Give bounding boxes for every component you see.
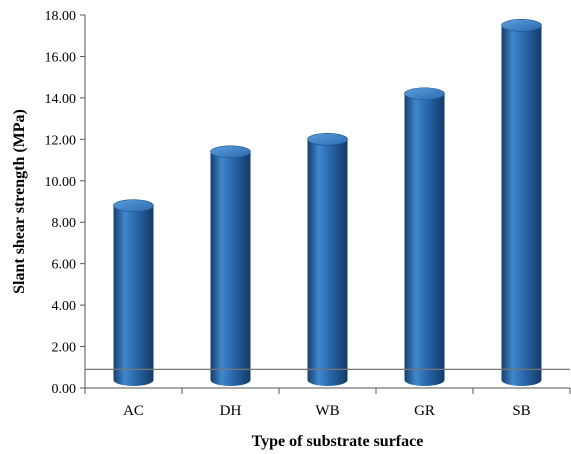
y-tick-label: 10.00 bbox=[45, 175, 77, 190]
y-tick-label: 0.00 bbox=[52, 382, 77, 397]
y-tick-label: 18.00 bbox=[45, 9, 77, 24]
x-tick-label: DH bbox=[220, 403, 242, 419]
bar-cap bbox=[501, 19, 542, 32]
bar-wb bbox=[307, 133, 348, 386]
bar-sb bbox=[501, 19, 542, 386]
x-axis: AC DH WB GR SB bbox=[84, 387, 571, 419]
bar-body bbox=[113, 205, 154, 386]
y-tick-label: 6.00 bbox=[52, 258, 77, 273]
y-tick-label: 14.00 bbox=[45, 92, 77, 107]
y-tick-label: 12.00 bbox=[45, 133, 77, 148]
y-tick-label: 16.00 bbox=[45, 50, 77, 65]
bar-body bbox=[210, 151, 251, 386]
x-tick-label: GR bbox=[414, 403, 435, 419]
bar-body bbox=[404, 93, 445, 386]
bars bbox=[113, 19, 542, 386]
bar-cap bbox=[307, 133, 348, 146]
bar-ac bbox=[113, 199, 154, 386]
x-tick-label: AC bbox=[123, 403, 144, 419]
y-tick-label: 8.00 bbox=[52, 216, 77, 231]
x-tick-label: WB bbox=[315, 403, 339, 419]
y-tick-label: 4.00 bbox=[52, 299, 77, 314]
y-tick-label: 2.00 bbox=[52, 341, 77, 356]
bar-cap bbox=[113, 199, 154, 212]
bar-cap bbox=[210, 145, 251, 159]
bar-cap bbox=[404, 87, 445, 101]
y-axis-title: Slant shear strength (MPa) bbox=[11, 109, 28, 294]
bar-dh bbox=[210, 145, 251, 386]
bar-gr bbox=[404, 87, 445, 386]
x-axis-title: Type of substrate surface bbox=[252, 433, 424, 450]
y-axis: 0.00 2.00 4.00 6.00 8.00 10.00 12.00 14.00 16.00… bbox=[45, 9, 86, 397]
bar-body bbox=[501, 25, 542, 386]
x-tick-label: SB bbox=[512, 403, 530, 419]
bar-body bbox=[307, 139, 348, 386]
